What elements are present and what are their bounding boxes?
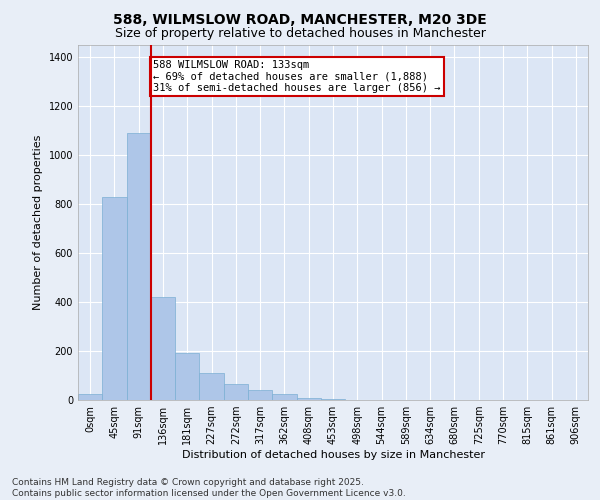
X-axis label: Distribution of detached houses by size in Manchester: Distribution of detached houses by size … [182,450,485,460]
Bar [151,297,175,400]
Bar [78,394,102,400]
Bar [102,197,127,400]
Bar [175,354,199,400]
Bar [224,384,248,400]
Text: Contains HM Land Registry data © Crown copyright and database right 2025.
Contai: Contains HM Land Registry data © Crown c… [12,478,406,498]
Text: 588 WILMSLOW ROAD: 133sqm
← 69% of detached houses are smaller (1,888)
31% of se: 588 WILMSLOW ROAD: 133sqm ← 69% of detac… [153,60,441,93]
Bar [321,399,345,400]
Bar [248,390,272,400]
Bar [296,398,321,400]
Y-axis label: Number of detached properties: Number of detached properties [33,135,43,310]
Bar [272,394,296,400]
Bar [127,133,151,400]
Text: Size of property relative to detached houses in Manchester: Size of property relative to detached ho… [115,28,485,40]
Bar [199,373,224,400]
Text: 588, WILMSLOW ROAD, MANCHESTER, M20 3DE: 588, WILMSLOW ROAD, MANCHESTER, M20 3DE [113,12,487,26]
